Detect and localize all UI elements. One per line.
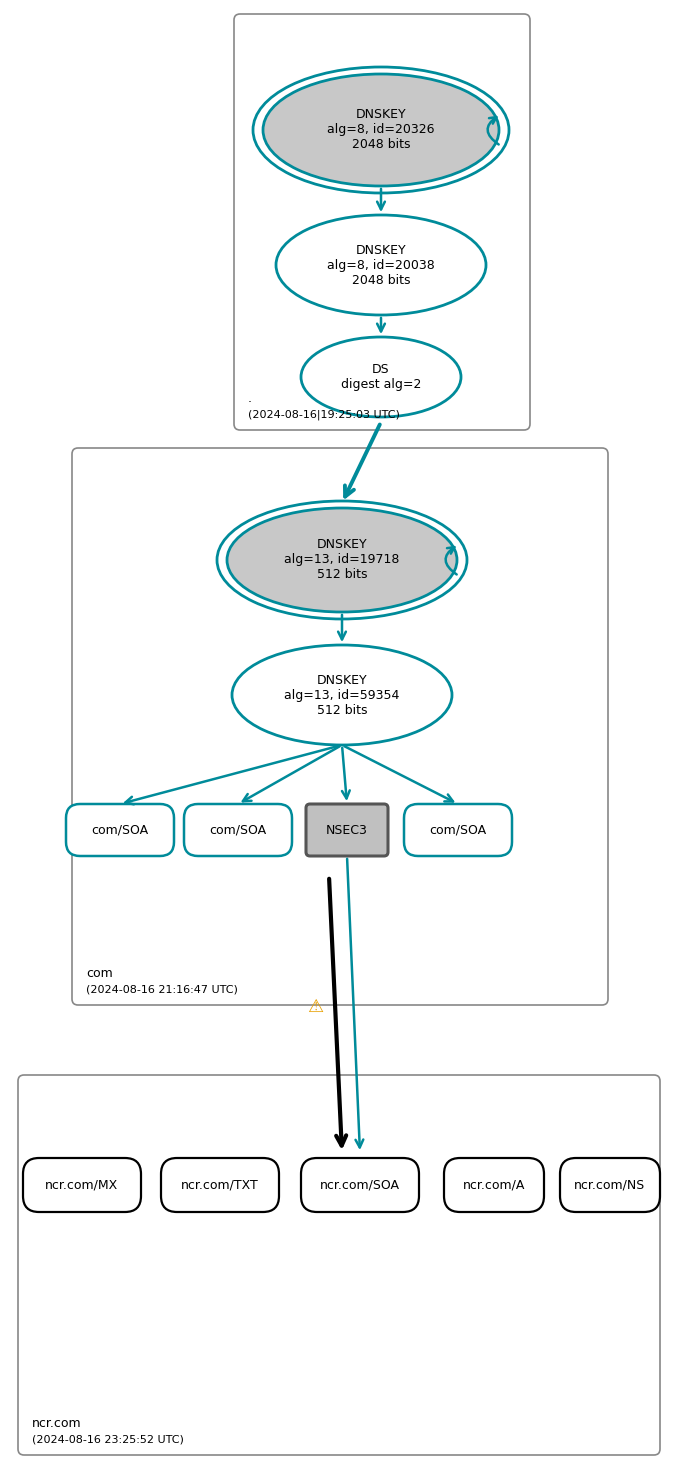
Text: DNSKEY
alg=13, id=19718
512 bits: DNSKEY alg=13, id=19718 512 bits xyxy=(284,539,399,582)
Text: ncr.com/NS: ncr.com/NS xyxy=(575,1178,646,1192)
Text: DNSKEY
alg=8, id=20326
2048 bits: DNSKEY alg=8, id=20326 2048 bits xyxy=(327,109,435,152)
FancyBboxPatch shape xyxy=(301,1158,419,1212)
FancyBboxPatch shape xyxy=(560,1158,660,1212)
Ellipse shape xyxy=(232,645,452,745)
Text: ncr.com: ncr.com xyxy=(32,1417,82,1430)
Text: DS
digest alg=2: DS digest alg=2 xyxy=(341,362,421,390)
Ellipse shape xyxy=(301,337,461,417)
Text: com: com xyxy=(86,966,113,980)
Text: (2024-08-16 21:16:47 UTC): (2024-08-16 21:16:47 UTC) xyxy=(86,985,238,994)
FancyBboxPatch shape xyxy=(18,1075,660,1455)
Text: .: . xyxy=(248,392,252,405)
FancyBboxPatch shape xyxy=(66,804,174,856)
Text: (2024-08-16 23:25:52 UTC): (2024-08-16 23:25:52 UTC) xyxy=(32,1435,184,1445)
Ellipse shape xyxy=(276,215,486,315)
FancyBboxPatch shape xyxy=(234,15,530,430)
Text: ncr.com/A: ncr.com/A xyxy=(463,1178,525,1192)
FancyBboxPatch shape xyxy=(306,804,388,856)
Text: DNSKEY
alg=8, id=20038
2048 bits: DNSKEY alg=8, id=20038 2048 bits xyxy=(327,243,435,287)
Text: ⚠: ⚠ xyxy=(307,999,323,1016)
Text: (2024-08-16|19:25:03 UTC): (2024-08-16|19:25:03 UTC) xyxy=(248,409,400,420)
Text: ncr.com/TXT: ncr.com/TXT xyxy=(181,1178,259,1192)
Text: NSEC3: NSEC3 xyxy=(326,823,368,837)
Text: com/SOA: com/SOA xyxy=(91,823,149,837)
FancyBboxPatch shape xyxy=(444,1158,544,1212)
Text: com/SOA: com/SOA xyxy=(429,823,486,837)
Text: ncr.com/MX: ncr.com/MX xyxy=(45,1178,119,1192)
FancyBboxPatch shape xyxy=(23,1158,141,1212)
Ellipse shape xyxy=(227,508,457,611)
Text: DNSKEY
alg=13, id=59354
512 bits: DNSKEY alg=13, id=59354 512 bits xyxy=(284,673,399,716)
FancyBboxPatch shape xyxy=(161,1158,279,1212)
FancyBboxPatch shape xyxy=(72,448,608,1005)
Ellipse shape xyxy=(263,74,499,186)
FancyBboxPatch shape xyxy=(404,804,512,856)
FancyBboxPatch shape xyxy=(184,804,292,856)
Text: com/SOA: com/SOA xyxy=(210,823,266,837)
Text: ncr.com/SOA: ncr.com/SOA xyxy=(320,1178,400,1192)
